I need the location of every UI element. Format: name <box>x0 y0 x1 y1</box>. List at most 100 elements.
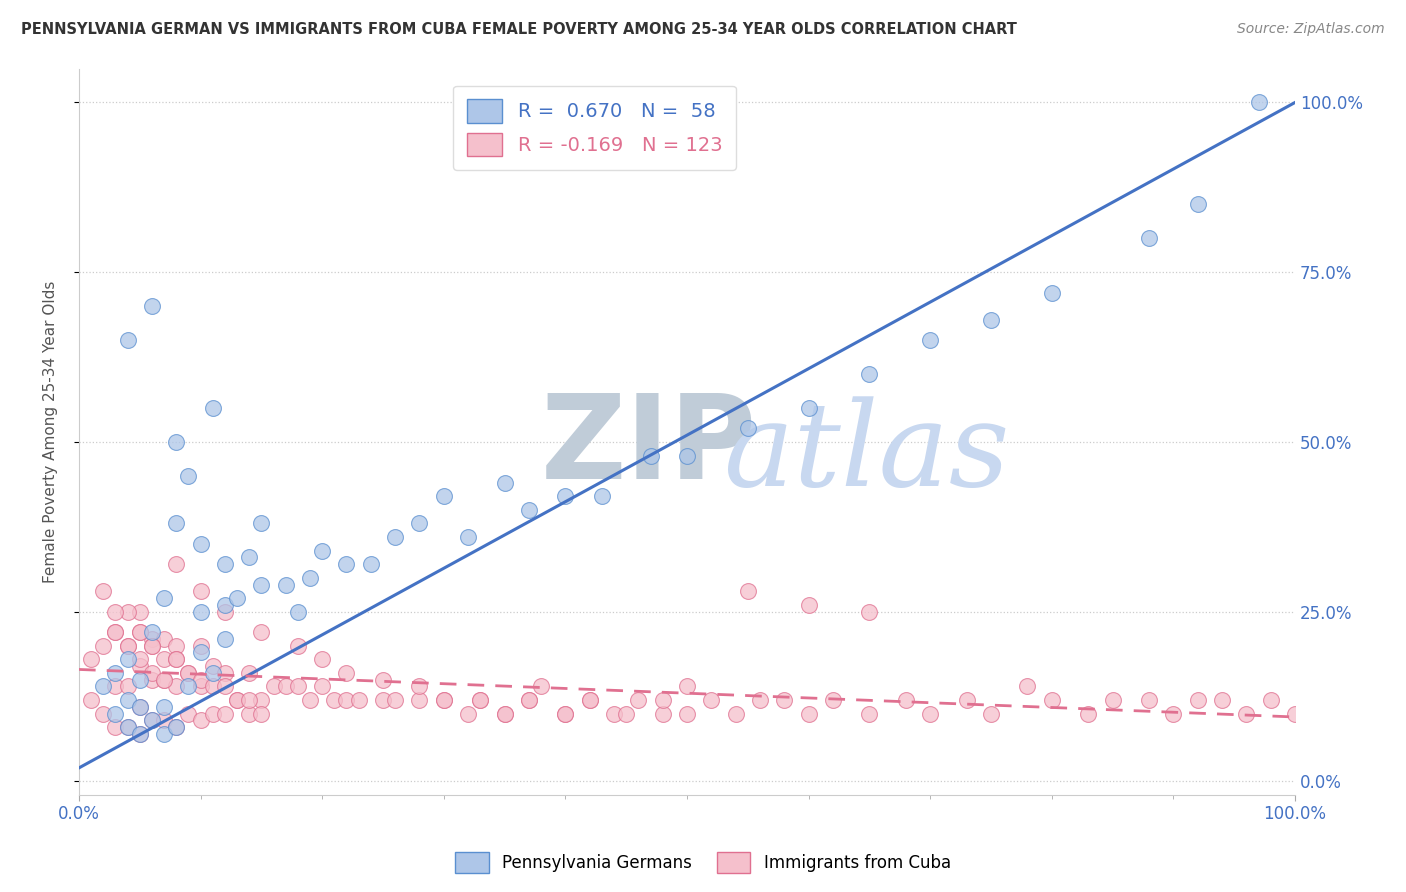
Point <box>128 699 150 714</box>
Point <box>177 665 200 680</box>
Point <box>433 489 456 503</box>
Point <box>263 680 285 694</box>
Point <box>335 665 357 680</box>
Point <box>737 421 759 435</box>
Point <box>201 665 224 680</box>
Point <box>517 693 540 707</box>
Point <box>274 680 297 694</box>
Point <box>749 693 772 707</box>
Point <box>141 625 163 640</box>
Point <box>104 680 127 694</box>
Point <box>311 543 333 558</box>
Point <box>226 693 249 707</box>
Point <box>190 645 212 659</box>
Text: Source: ZipAtlas.com: Source: ZipAtlas.com <box>1237 22 1385 37</box>
Point <box>920 333 942 347</box>
Point <box>117 693 139 707</box>
Point <box>165 652 187 666</box>
Point <box>190 537 212 551</box>
Point <box>153 714 176 728</box>
Point <box>980 312 1002 326</box>
Point <box>117 639 139 653</box>
Point <box>603 706 626 721</box>
Point <box>858 367 880 381</box>
Point <box>190 673 212 687</box>
Point <box>153 632 176 646</box>
Point <box>640 449 662 463</box>
Y-axis label: Female Poverty Among 25-34 Year Olds: Female Poverty Among 25-34 Year Olds <box>44 281 58 583</box>
Text: ZIP: ZIP <box>541 389 756 504</box>
Point <box>214 680 236 694</box>
Point <box>214 558 236 572</box>
Point <box>128 727 150 741</box>
Point <box>214 632 236 646</box>
Point <box>1137 231 1160 245</box>
Point <box>153 699 176 714</box>
Text: PENNSYLVANIA GERMAN VS IMMIGRANTS FROM CUBA FEMALE POVERTY AMONG 25-34 YEAR OLDS: PENNSYLVANIA GERMAN VS IMMIGRANTS FROM C… <box>21 22 1017 37</box>
Point <box>1260 693 1282 707</box>
Point <box>530 680 553 694</box>
Point <box>80 652 103 666</box>
Point <box>1284 706 1306 721</box>
Point <box>980 706 1002 721</box>
Point <box>141 639 163 653</box>
Point <box>141 673 163 687</box>
Point <box>323 693 346 707</box>
Point <box>177 680 200 694</box>
Point <box>141 632 163 646</box>
Point <box>238 665 260 680</box>
Point <box>470 693 492 707</box>
Point <box>190 605 212 619</box>
Point <box>141 665 163 680</box>
Point <box>457 530 479 544</box>
Point <box>591 489 613 503</box>
Text: atlas: atlas <box>724 396 1010 511</box>
Point <box>494 475 516 490</box>
Point <box>80 693 103 707</box>
Point <box>238 550 260 565</box>
Point <box>676 680 699 694</box>
Point <box>311 680 333 694</box>
Point <box>214 605 236 619</box>
Point <box>554 489 576 503</box>
Point <box>1187 693 1209 707</box>
Point <box>190 714 212 728</box>
Point <box>371 693 394 707</box>
Point <box>494 706 516 721</box>
Point <box>153 727 176 741</box>
Point <box>250 516 273 531</box>
Point <box>104 625 127 640</box>
Point <box>408 680 430 694</box>
Point <box>311 652 333 666</box>
Point <box>700 693 723 707</box>
Point <box>214 706 236 721</box>
Point <box>128 625 150 640</box>
Point <box>128 699 150 714</box>
Point <box>165 639 187 653</box>
Point <box>1187 197 1209 211</box>
Point <box>287 605 309 619</box>
Point <box>408 693 430 707</box>
Point <box>117 680 139 694</box>
Point <box>153 591 176 606</box>
Point <box>433 693 456 707</box>
Point <box>347 693 370 707</box>
Point <box>201 706 224 721</box>
Point <box>1234 706 1257 721</box>
Legend: R =  0.670   N =  58, R = -0.169   N = 123: R = 0.670 N = 58, R = -0.169 N = 123 <box>454 86 735 169</box>
Point <box>1077 706 1099 721</box>
Point <box>517 693 540 707</box>
Point <box>153 673 176 687</box>
Point <box>104 720 127 734</box>
Point <box>470 693 492 707</box>
Point <box>153 673 176 687</box>
Point <box>238 706 260 721</box>
Point <box>128 673 150 687</box>
Point <box>104 605 127 619</box>
Point <box>651 706 673 721</box>
Point <box>1247 95 1270 110</box>
Point <box>117 652 139 666</box>
Point <box>91 706 114 721</box>
Point <box>724 706 747 721</box>
Point <box>287 680 309 694</box>
